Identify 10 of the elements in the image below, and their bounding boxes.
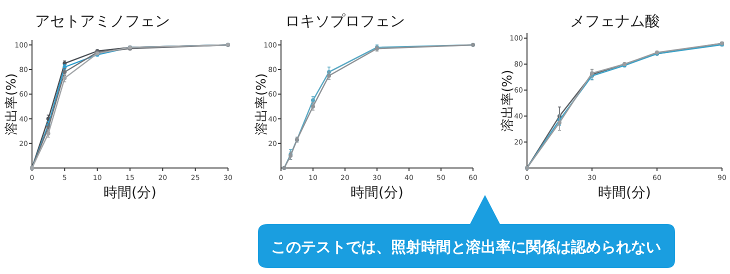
chart-title: メフェナム酸 [570, 12, 660, 30]
y-axis-title: 溶出率(%) [4, 73, 20, 135]
y-axis-title: 溶出率(%) [500, 70, 516, 132]
chart-title: ロキソプロフェン [285, 12, 405, 30]
chart-title: アセトアミノフェン [35, 12, 170, 30]
x-axis-title: 時間(分) [350, 185, 404, 201]
x-axis-title: 時間(分) [598, 185, 651, 201]
text: このテストでは、照射時間と溶出率に関係は認められない [271, 238, 661, 256]
x-axis-title: 時間(分) [104, 185, 156, 201]
y-axis-title: 溶出率(%) [254, 73, 270, 135]
